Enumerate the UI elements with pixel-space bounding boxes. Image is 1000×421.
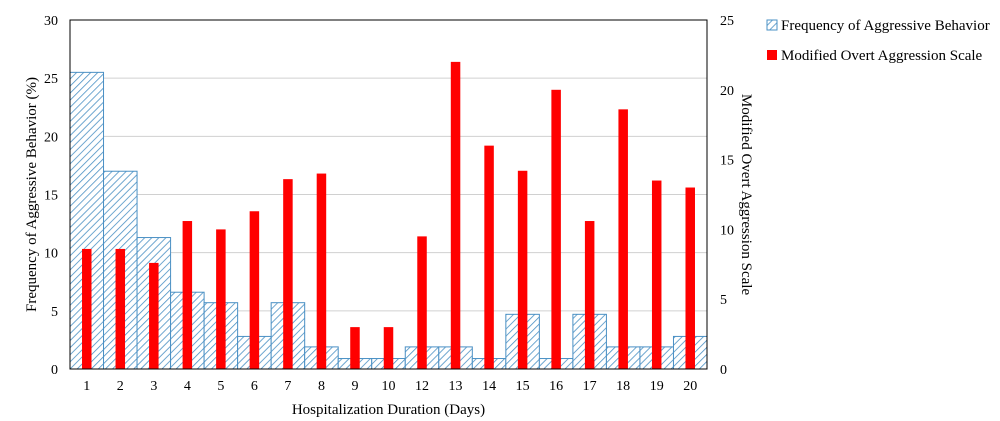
right-tick-label: 25: [720, 14, 734, 29]
x-axis-title: Hospitalization Duration (Days): [292, 402, 485, 418]
bar-mos: [350, 327, 360, 369]
bar-mos: [283, 179, 293, 369]
bar-mos: [149, 262, 159, 369]
x-tick-label: 20: [683, 379, 697, 394]
bar-mos: [651, 180, 662, 369]
legend-label-mos: Modified Overt Aggression Scale: [781, 48, 983, 64]
legend-label-frequency: Frequency of Aggressive Behavior: [781, 18, 990, 34]
bar-mos: [182, 221, 193, 369]
bar-mos: [316, 173, 327, 369]
x-tick-label: 1: [83, 379, 90, 394]
left-tick-label: 10: [44, 247, 58, 262]
bar-mos: [584, 221, 595, 369]
plot-frame: [69, 19, 708, 370]
x-axis-ticks: 1 2 3 4 5 6 7 8 9 10 12 13 14 15 16 17 18 19 20: [83, 379, 697, 394]
bar-mos: [450, 61, 461, 369]
x-tick-label: 6: [251, 379, 258, 394]
right-tick-label: 5: [720, 293, 727, 308]
right-y-axis-title: Modified Overt Aggression Scale: [738, 94, 754, 296]
x-tick-label: 4: [184, 379, 191, 394]
x-tick-label: 19: [650, 379, 664, 394]
left-y-axis-title: Frequency of Aggressive Behavior (%): [24, 77, 40, 312]
left-tick-label: 15: [44, 189, 58, 204]
x-tick-label: 17: [583, 379, 597, 394]
x-tick-label: 8: [318, 379, 325, 394]
x-tick-label: 3: [150, 379, 157, 394]
bar-mos: [685, 187, 695, 369]
left-tick-label: 20: [44, 130, 58, 145]
x-tick-label: 12: [415, 379, 429, 394]
bar-mos: [484, 145, 494, 369]
x-tick-label: 7: [284, 379, 291, 394]
x-tick-label: 16: [549, 379, 563, 394]
right-tick-label: 20: [720, 84, 734, 99]
x-tick-label: 13: [449, 379, 463, 394]
left-tick-label: 5: [51, 305, 58, 320]
bar-mos: [115, 248, 126, 369]
left-tick-label: 25: [44, 72, 58, 87]
x-tick-label: 2: [117, 379, 124, 394]
legend-swatch-frequency: [766, 19, 778, 31]
bar-mos: [82, 248, 92, 369]
bar-mos: [517, 170, 528, 369]
legend: Frequency of Aggressive Behavior Modifie…: [766, 18, 990, 64]
right-axis-ticks: 0 5 10 15 20 25: [720, 14, 734, 378]
left-tick-label: 30: [44, 14, 58, 29]
x-tick-label: 18: [616, 379, 630, 394]
right-tick-label: 0: [720, 363, 727, 378]
bar-mos: [249, 211, 260, 369]
legend-swatch-mos: [767, 50, 777, 60]
bar-mos: [551, 89, 561, 370]
mos-bars: [82, 61, 695, 370]
x-tick-label: 5: [217, 379, 224, 394]
x-tick-label: 15: [516, 379, 530, 394]
bar-mos: [618, 109, 628, 370]
bar-mos: [383, 327, 394, 369]
right-tick-label: 10: [720, 223, 734, 238]
x-tick-label: 14: [482, 379, 496, 394]
x-tick-label: 10: [382, 379, 396, 394]
left-tick-label: 0: [51, 363, 58, 378]
left-axis-ticks: 0 5 10 15 20 25 30: [44, 14, 58, 378]
frequency-bars: [69, 71, 708, 370]
bar-mos: [216, 229, 226, 369]
right-tick-label: 15: [720, 154, 734, 169]
x-tick-label: 9: [351, 379, 358, 394]
bar-mos: [417, 236, 427, 369]
